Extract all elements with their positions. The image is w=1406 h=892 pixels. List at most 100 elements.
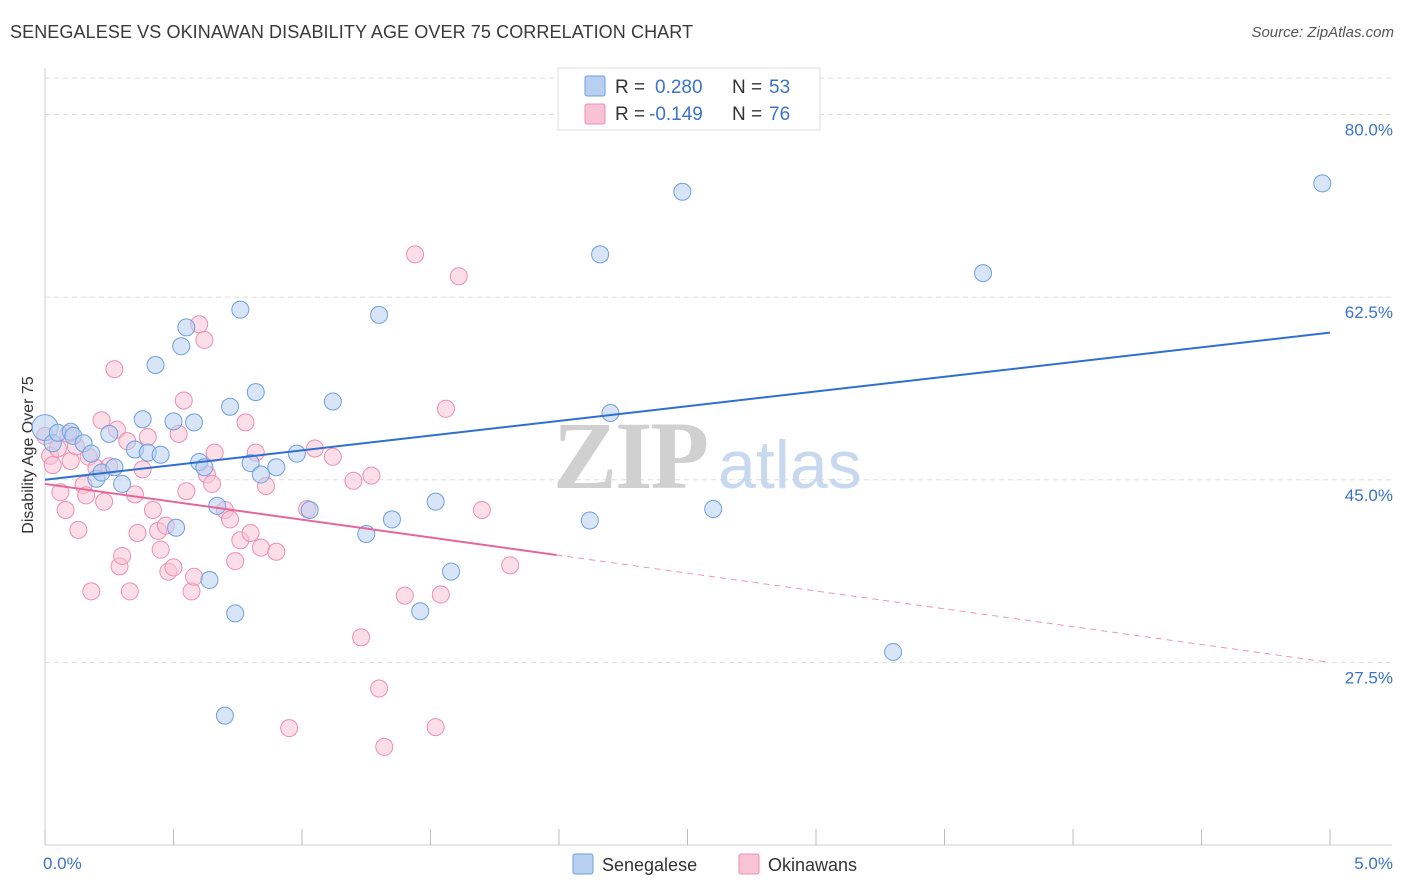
okinawans-point <box>362 466 381 485</box>
okinawans-point <box>138 427 157 446</box>
okinawans-point <box>182 582 201 601</box>
okinawans-point <box>43 456 62 475</box>
okinawans-point <box>501 556 520 575</box>
okinawans-point <box>95 492 114 511</box>
okinawans-point <box>174 391 193 410</box>
senegalese-point <box>177 318 196 337</box>
y-tick-label: 80.0% <box>1345 121 1393 140</box>
senegalese-trend-line <box>44 331 1331 481</box>
senegalese-point <box>251 465 270 484</box>
y-tick-labels: 27.5% 45.0% 62.5% 80.0% <box>1345 121 1393 688</box>
x-tick-label-min: 0.0% <box>43 854 82 873</box>
okinawans-point <box>267 542 286 561</box>
senegalese-point <box>287 444 306 463</box>
okinawans-point <box>431 585 450 604</box>
legend-senegalese-label: Senegalese <box>602 855 697 875</box>
senegalese-point <box>185 413 204 432</box>
okinawans-point <box>185 567 204 586</box>
okinawans-point <box>221 510 240 529</box>
okinawans-point <box>82 582 101 601</box>
senegalese-point <box>200 570 219 589</box>
okinawans-point <box>236 413 255 432</box>
senegalese-swatch <box>584 75 606 97</box>
y-tick-label: 45.0% <box>1345 486 1393 505</box>
senegalese-point <box>300 501 319 520</box>
okinawans-point <box>69 520 88 539</box>
senegalese-points <box>31 174 1332 725</box>
okinawans-point <box>323 447 342 466</box>
okinawans-point <box>120 582 139 601</box>
okinawans-swatch <box>584 103 606 125</box>
okinawans-point <box>406 245 425 264</box>
okinawans-point <box>151 540 170 559</box>
okinawans-point <box>203 474 222 493</box>
senegalese-point <box>215 706 234 725</box>
y-tick-label: 27.5% <box>1345 668 1393 687</box>
senegalese-point <box>164 412 183 431</box>
trend-lines <box>44 331 1331 663</box>
y-axis-label: Disability Age Over 75 <box>20 376 37 534</box>
okinawans-n-value: 76 <box>769 104 790 125</box>
senegalese-point <box>231 300 250 319</box>
senegalese-point <box>208 496 227 515</box>
okinawans-point <box>251 538 270 557</box>
okinawans-point <box>280 719 299 738</box>
senegalese-point <box>591 245 610 264</box>
senegalese-point <box>82 444 101 463</box>
senegalese-point <box>382 510 401 529</box>
source-credit: Source: ZipAtlas.com <box>1251 24 1394 41</box>
okinawans-n-label: N = <box>732 104 762 125</box>
senegalese-point <box>442 562 461 581</box>
senegalese-point <box>884 642 903 661</box>
okinawans-trend-line <box>44 482 557 556</box>
senegalese-point <box>426 492 445 511</box>
senegalese-r-label: R = <box>615 77 645 98</box>
okinawans-point <box>226 552 245 571</box>
senegalese-point <box>167 518 186 537</box>
x-tick-label-max: 5.0% <box>1354 854 1393 873</box>
senegalese-point <box>146 355 165 374</box>
watermark: ZIP atlas <box>553 402 862 509</box>
stats-legend: R = 0.280 N = 53 R = -0.149 N = 76 <box>557 67 821 131</box>
okinawans-point <box>92 411 111 430</box>
okinawans-point <box>344 471 363 490</box>
okinawans-point <box>51 483 70 502</box>
senegalese-point <box>411 602 430 621</box>
okinawans-point <box>164 558 183 577</box>
okinawans-point <box>449 267 468 286</box>
senegalese-point <box>267 458 286 477</box>
senegalese-point <box>113 474 132 493</box>
senegalese-point <box>226 604 245 623</box>
senegalese-r-value: 0.280 <box>655 77 703 98</box>
okinawans-point <box>426 718 445 737</box>
senegalese-point <box>580 511 599 530</box>
senegalese-point <box>100 424 119 443</box>
senegalese-point <box>1313 174 1332 193</box>
okinawans-points <box>36 245 520 756</box>
senegalese-point <box>974 264 993 283</box>
watermark-zip: ZIP <box>553 402 707 509</box>
legend-okinawans-swatch <box>738 853 760 875</box>
okinawans-point <box>472 501 491 520</box>
senegalese-point <box>133 410 152 429</box>
okinawans-point <box>375 737 394 756</box>
senegalese-point <box>221 397 240 416</box>
senegalese-point <box>323 392 342 411</box>
y-tick-label: 62.5% <box>1345 303 1393 322</box>
watermark-atlas: atlas <box>718 427 862 503</box>
okinawans-point <box>177 482 196 501</box>
senegalese-point <box>241 454 260 473</box>
okinawans-point <box>113 546 132 565</box>
okinawans-point <box>56 501 75 520</box>
senegalese-n-label: N = <box>732 77 762 98</box>
okinawans-point <box>195 330 214 349</box>
senegalese-point <box>704 499 723 518</box>
okinawans-point <box>395 586 414 605</box>
okinawans-point <box>352 628 371 647</box>
senegalese-point <box>172 337 191 356</box>
okinawans-r-label: R = <box>615 104 645 125</box>
senegalese-point <box>246 383 265 402</box>
okinawans-point <box>105 360 124 379</box>
okinawans-point <box>143 501 162 520</box>
